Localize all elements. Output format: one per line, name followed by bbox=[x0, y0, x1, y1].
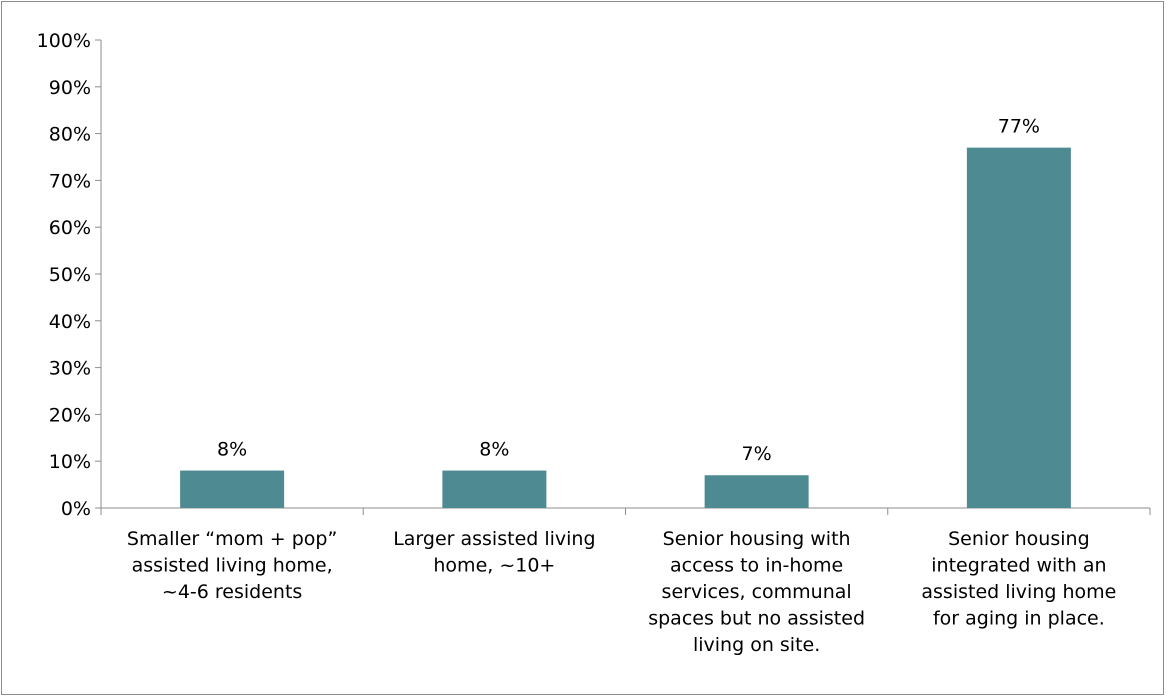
y-tick-label-40: 40% bbox=[49, 311, 91, 333]
bar-4 bbox=[966, 147, 1071, 508]
category-label-4-line-2: integrated with an bbox=[931, 555, 1106, 577]
category-label-3-line-4: spaces but no assisted bbox=[648, 608, 865, 630]
data-label-4: 77% bbox=[998, 116, 1040, 138]
category-label-2-line-1: Larger assisted living bbox=[393, 528, 595, 550]
data-label-1: 8% bbox=[217, 439, 247, 461]
category-label-4-line-3: assisted living home bbox=[921, 581, 1116, 603]
data-label-2: 8% bbox=[479, 439, 509, 461]
category-label-4-line-1: Senior housing bbox=[948, 528, 1090, 550]
bar-1 bbox=[180, 470, 285, 508]
y-tick-label-20: 20% bbox=[49, 404, 91, 426]
y-tick-label-50: 50% bbox=[49, 264, 91, 286]
y-tick-label-0: 0% bbox=[61, 498, 91, 520]
category-label-2-line-2: home, ~10+ bbox=[433, 555, 555, 577]
y-tick-label-80: 80% bbox=[49, 124, 91, 146]
category-label-3-line-5: living on site. bbox=[693, 634, 820, 656]
y-tick-label-30: 30% bbox=[49, 358, 91, 380]
category-label-3-line-2: access to in-home bbox=[670, 555, 843, 577]
category-label-1-line-1: Smaller “mom + pop” bbox=[127, 528, 337, 550]
bar-2 bbox=[442, 470, 547, 508]
y-tick-label-10: 10% bbox=[49, 451, 91, 473]
y-tick-label-70: 70% bbox=[49, 170, 91, 192]
category-label-3-line-1: Senior housing with bbox=[663, 528, 851, 550]
y-tick-label-60: 60% bbox=[49, 217, 91, 239]
category-label-3-line-3: services, communal bbox=[662, 581, 852, 603]
y-tick-label-100: 100% bbox=[37, 30, 91, 52]
y-tick-label-90: 90% bbox=[49, 77, 91, 99]
category-label-1-line-2: assisted living home, bbox=[132, 555, 333, 577]
category-label-1-line-3: ~4-6 residents bbox=[162, 581, 302, 603]
category-label-4-line-4: for aging in place. bbox=[933, 608, 1105, 630]
data-label-3: 7% bbox=[742, 443, 772, 465]
bar-3 bbox=[704, 475, 809, 508]
